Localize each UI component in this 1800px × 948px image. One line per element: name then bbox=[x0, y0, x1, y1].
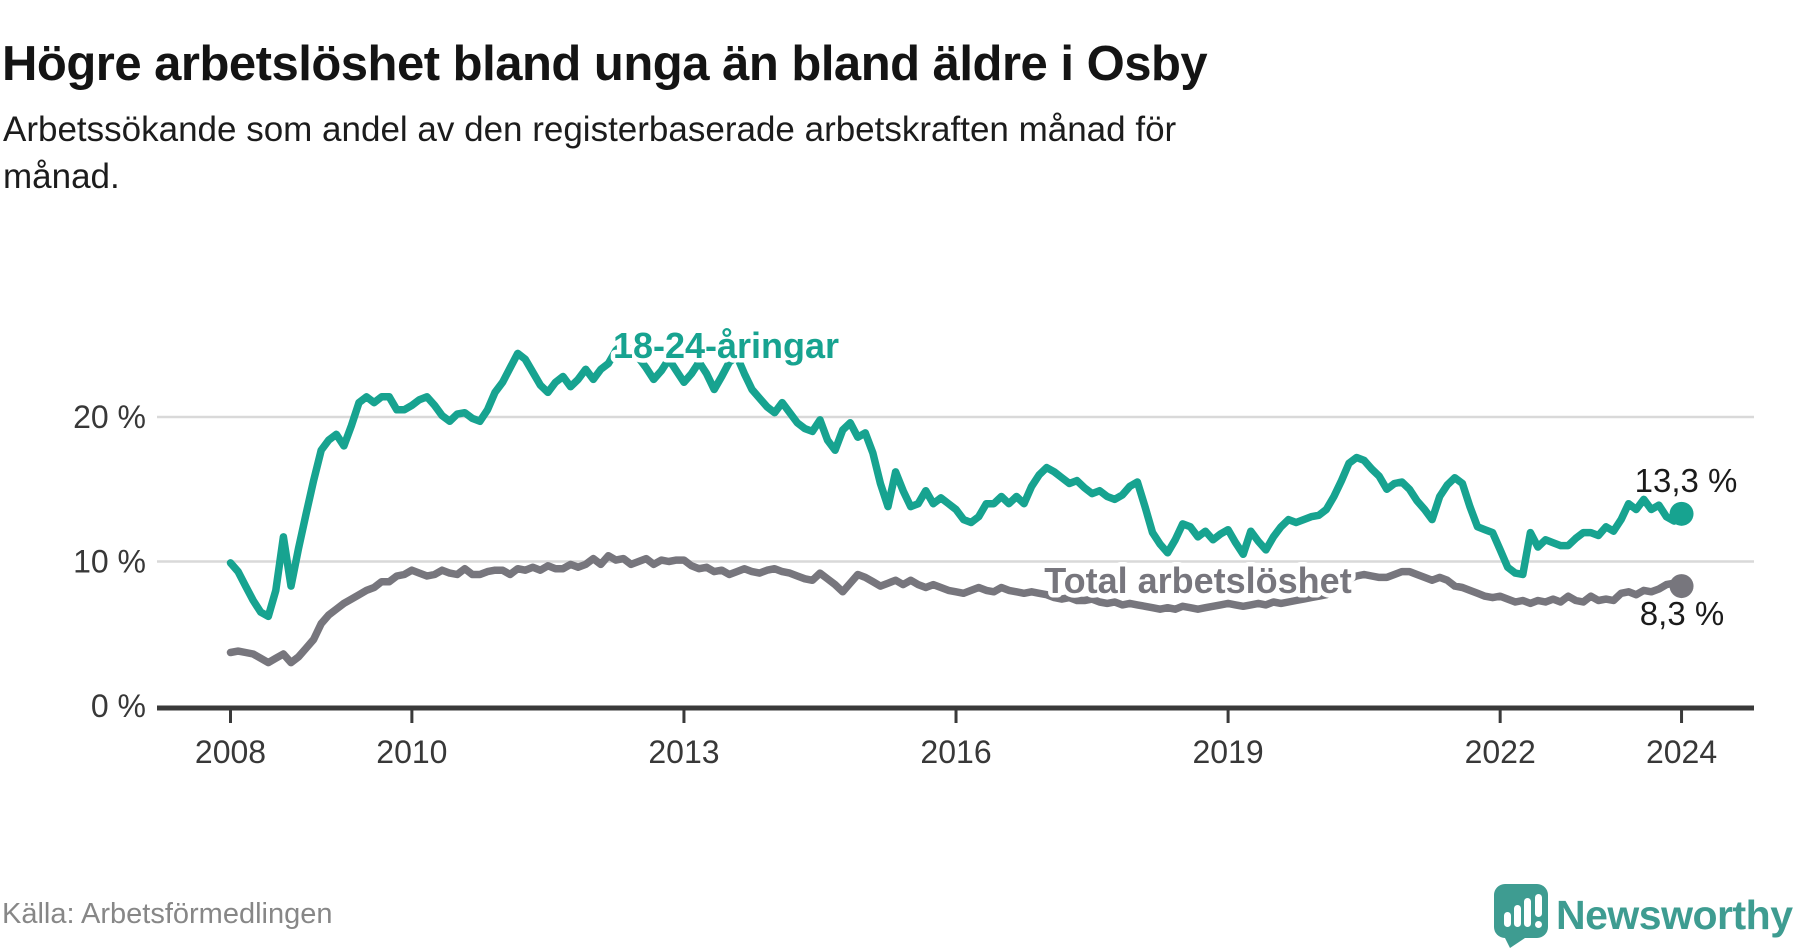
x-axis-label-2008: 2008 bbox=[195, 734, 266, 770]
subtitle-line-1: Arbetssökande som andel av den registerb… bbox=[3, 110, 1177, 149]
chart-subtitle: Arbetssökande som andel av den registerb… bbox=[3, 106, 1483, 201]
page-title: Högre arbetslöshet bland unga än bland ä… bbox=[2, 36, 1208, 91]
y-axis-label-10: 10 % bbox=[73, 544, 146, 580]
end-dot-total bbox=[1669, 574, 1694, 599]
subtitle-line-2: månad. bbox=[3, 157, 120, 197]
series-label-total: Total arbetslöshet bbox=[1044, 560, 1351, 601]
source-credit: Källa: Arbetsförmedlingen bbox=[2, 898, 333, 930]
newsworthy-brand: Newsworthy bbox=[1488, 880, 1800, 948]
series-line-total bbox=[226, 551, 1686, 667]
y-axis-label-0: 0 % bbox=[91, 688, 146, 724]
x-axis-label-2010: 2010 bbox=[376, 734, 447, 770]
newsworthy-wordmark: Newsworthy bbox=[1556, 892, 1793, 938]
newsworthy-logo-icon bbox=[1494, 884, 1548, 948]
end-value-label-total: 8,3 % bbox=[1640, 595, 1724, 632]
series-line-youth bbox=[226, 339, 1686, 621]
end-dot-youth bbox=[1669, 501, 1694, 526]
x-axis-label-2024: 2024 bbox=[1646, 734, 1717, 770]
x-axis-label-2019: 2019 bbox=[1192, 734, 1263, 770]
end-value-label-youth: 13,3 % bbox=[1635, 462, 1738, 499]
y-axis-label-20: 20 % bbox=[73, 399, 146, 435]
x-axis-label-2013: 2013 bbox=[648, 734, 719, 770]
series-label-youth: 18-24-åringar bbox=[613, 325, 839, 366]
x-axis-label-2022: 2022 bbox=[1465, 734, 1536, 770]
x-axis-label-2016: 2016 bbox=[920, 734, 991, 770]
